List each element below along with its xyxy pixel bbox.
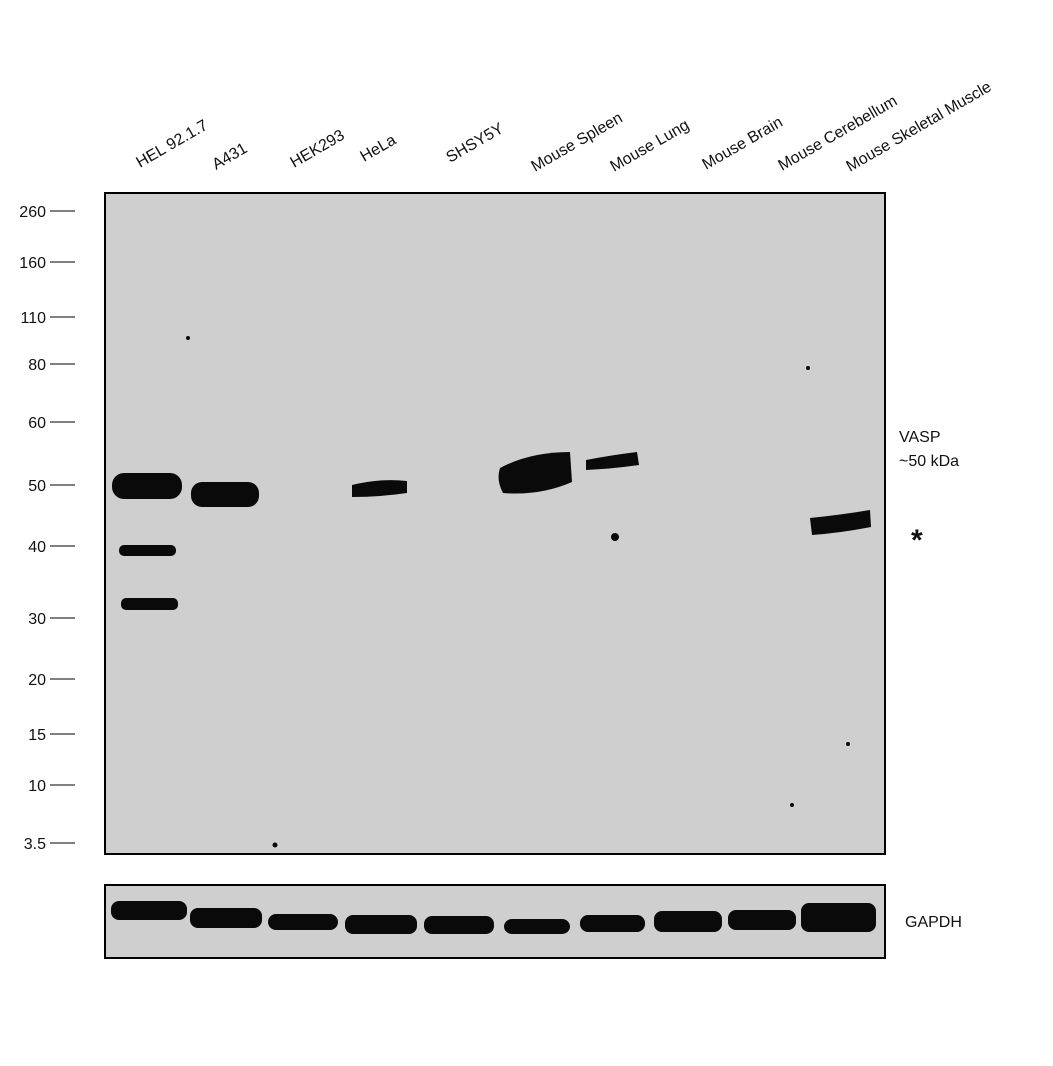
band <box>801 903 876 932</box>
band <box>345 915 417 934</box>
spot <box>806 366 810 370</box>
loading-control-label: GAPDH <box>905 914 962 931</box>
marker-label: 3.5 <box>24 836 46 853</box>
band <box>112 473 182 499</box>
lane-label: Mouse Brain <box>700 114 786 174</box>
vasp-bands <box>112 336 871 848</box>
target-label: VASP <box>899 429 941 446</box>
size-label: ~50 kDa <box>899 453 959 470</box>
main-blot <box>104 192 886 855</box>
band <box>810 510 871 535</box>
marker-label: 50 <box>28 478 46 495</box>
spot <box>846 742 850 746</box>
marker-label: 40 <box>28 539 46 556</box>
marker-label: 15 <box>28 727 46 744</box>
marker-label: 10 <box>28 778 46 795</box>
lane-label: Mouse Cerebellum <box>776 93 901 175</box>
spot <box>611 533 619 541</box>
band <box>424 916 494 934</box>
marker-label: 110 <box>20 310 46 327</box>
band <box>268 914 338 930</box>
spot <box>186 336 190 340</box>
band <box>504 919 570 934</box>
lane-label: HeLa <box>358 132 400 166</box>
lane-label: HEL 92.1.7 <box>134 117 211 172</box>
marker-label: 160 <box>19 255 46 272</box>
marker-label: 260 <box>19 204 46 221</box>
asterisk: * <box>911 524 923 557</box>
band <box>190 908 262 928</box>
markers: 260 160 110 80 60 50 40 30 20 15 10 3.5 <box>19 204 75 853</box>
marker-label: 20 <box>28 672 46 689</box>
band <box>352 480 407 497</box>
lane-label: SHSY5Y <box>444 120 507 166</box>
band <box>586 452 639 470</box>
band <box>654 911 722 932</box>
lane-label: A431 <box>210 140 251 173</box>
band <box>111 901 187 920</box>
marker-label: 60 <box>28 415 46 432</box>
marker-label: 30 <box>28 611 46 628</box>
band <box>580 915 645 932</box>
marker-label: 80 <box>28 357 46 374</box>
lane-label: HEK293 <box>288 127 348 172</box>
spot <box>790 803 794 807</box>
band <box>119 545 176 556</box>
spot <box>272 842 278 848</box>
band <box>191 482 259 507</box>
band <box>498 452 572 494</box>
gapdh-bands <box>111 901 876 934</box>
band <box>121 598 178 610</box>
band <box>728 910 796 930</box>
